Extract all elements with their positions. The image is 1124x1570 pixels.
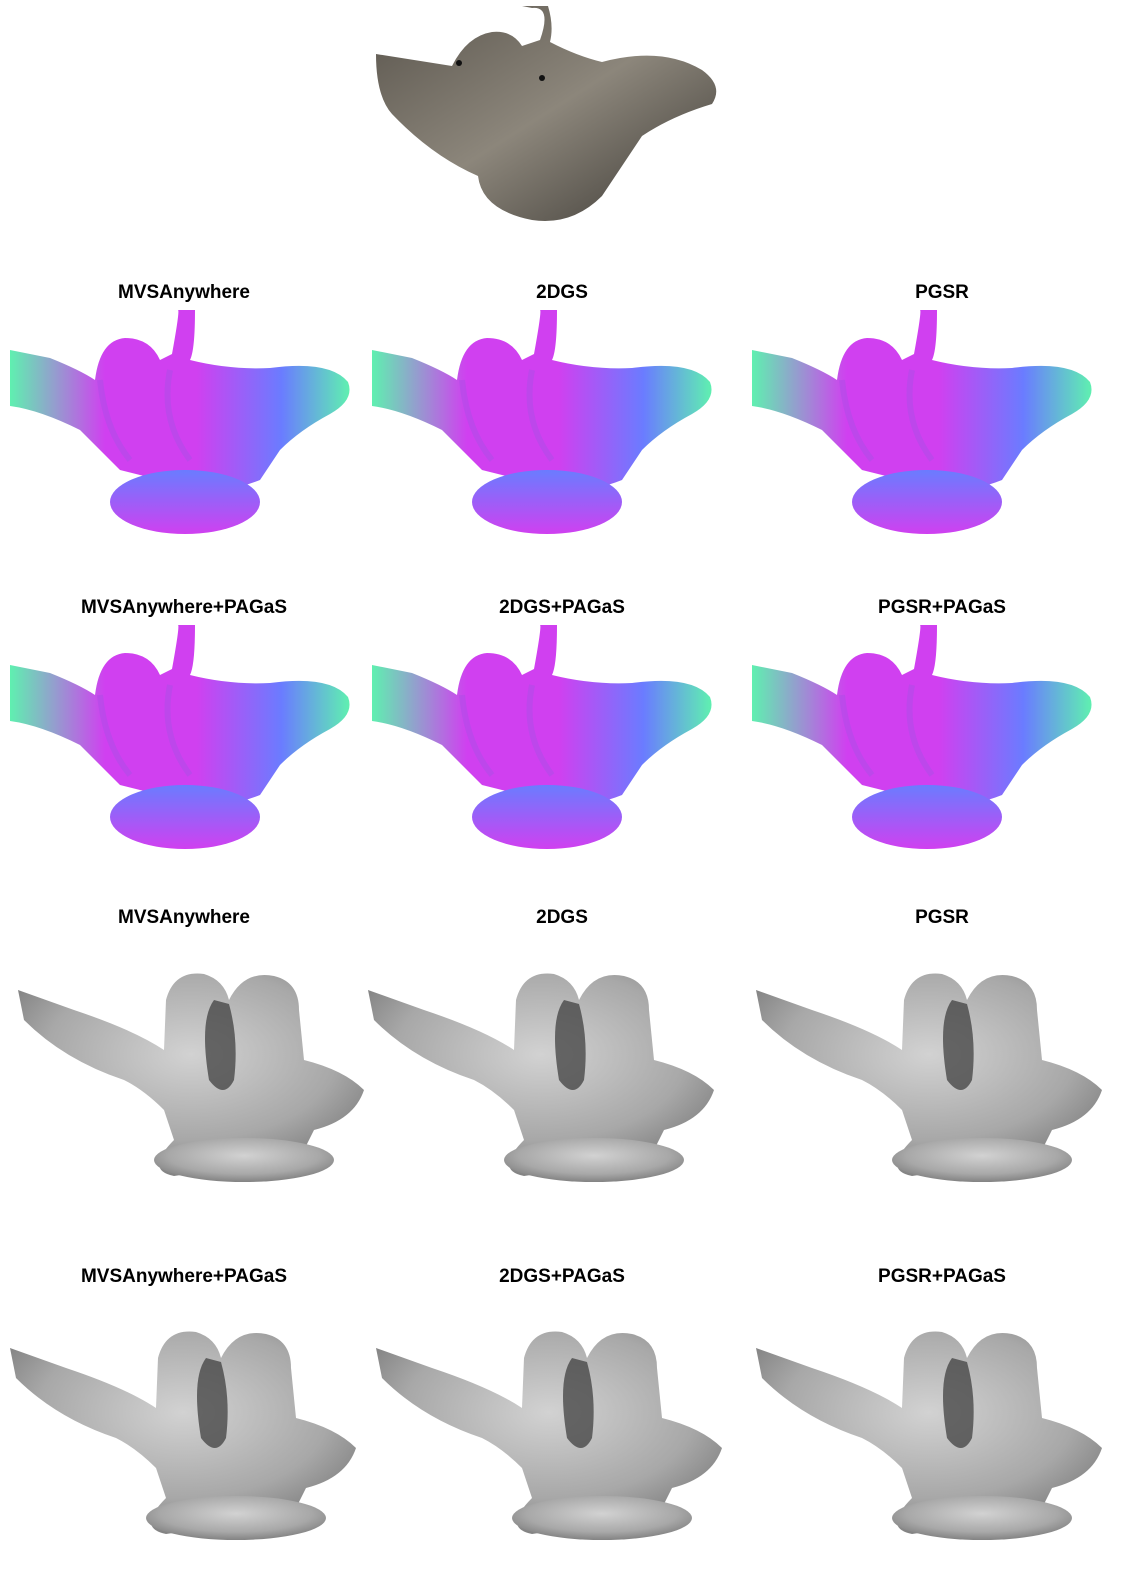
label-mesh-mvsanywhere-pagas: MVSAnywhere+PAGaS: [80, 1266, 288, 1287]
label-mesh-2dgs: 2DGS: [536, 907, 588, 928]
reference-photo: [372, 6, 724, 228]
mesh-pgsr: [752, 960, 1112, 1190]
bird-normal-map-icon: [10, 625, 350, 849]
mesh-2dgs: [364, 960, 724, 1190]
bird-normal-map-icon: [372, 625, 712, 849]
bird-normal-map-icon: [752, 310, 1092, 534]
mesh-mvsanywhere: [14, 960, 374, 1190]
bird-mesh-icon: [10, 1331, 356, 1540]
bird-mesh-icon: [368, 973, 714, 1182]
normal-map-pgsr-pagas: [752, 625, 1112, 855]
bird-mesh-icon: [756, 973, 1102, 1182]
label-normal-2dgs: 2DGS: [536, 282, 588, 303]
label-mesh-pgsr: PGSR: [915, 907, 969, 928]
label-normal-mvsanywhere: MVSAnywhere: [118, 282, 250, 303]
bird-normal-map-icon: [752, 625, 1092, 849]
label-normal-pgsr-pagas: PGSR+PAGaS: [878, 597, 1006, 618]
normal-map-2dgs-pagas: [372, 625, 732, 855]
bird-sculpture-photo-icon: [376, 6, 717, 221]
label-mesh-pgsr-pagas: PGSR+PAGaS: [878, 1266, 1006, 1287]
label-mesh-2dgs-pagas: 2DGS+PAGaS: [499, 1266, 625, 1287]
label-normal-2dgs-pagas: 2DGS+PAGaS: [499, 597, 625, 618]
label-normal-pgsr: PGSR: [915, 282, 969, 303]
mesh-2dgs-pagas: [372, 1318, 732, 1548]
bird-mesh-icon: [18, 973, 364, 1182]
bird-normal-map-icon: [10, 310, 350, 534]
mesh-mvsanywhere-pagas: [6, 1318, 366, 1548]
normal-map-mvsanywhere: [10, 310, 370, 540]
normal-map-2dgs: [372, 310, 732, 540]
label-normal-mvsanywhere-pagas: MVSAnywhere+PAGaS: [80, 597, 288, 618]
label-mesh-mvsanywhere: MVSAnywhere: [118, 907, 250, 928]
bird-mesh-icon: [756, 1331, 1102, 1540]
bird-mesh-icon: [376, 1331, 722, 1540]
bird-normal-map-icon: [372, 310, 712, 534]
mesh-pgsr-pagas: [752, 1318, 1112, 1548]
normal-map-mvsanywhere-pagas: [10, 625, 370, 855]
normal-map-pgsr: [752, 310, 1112, 540]
